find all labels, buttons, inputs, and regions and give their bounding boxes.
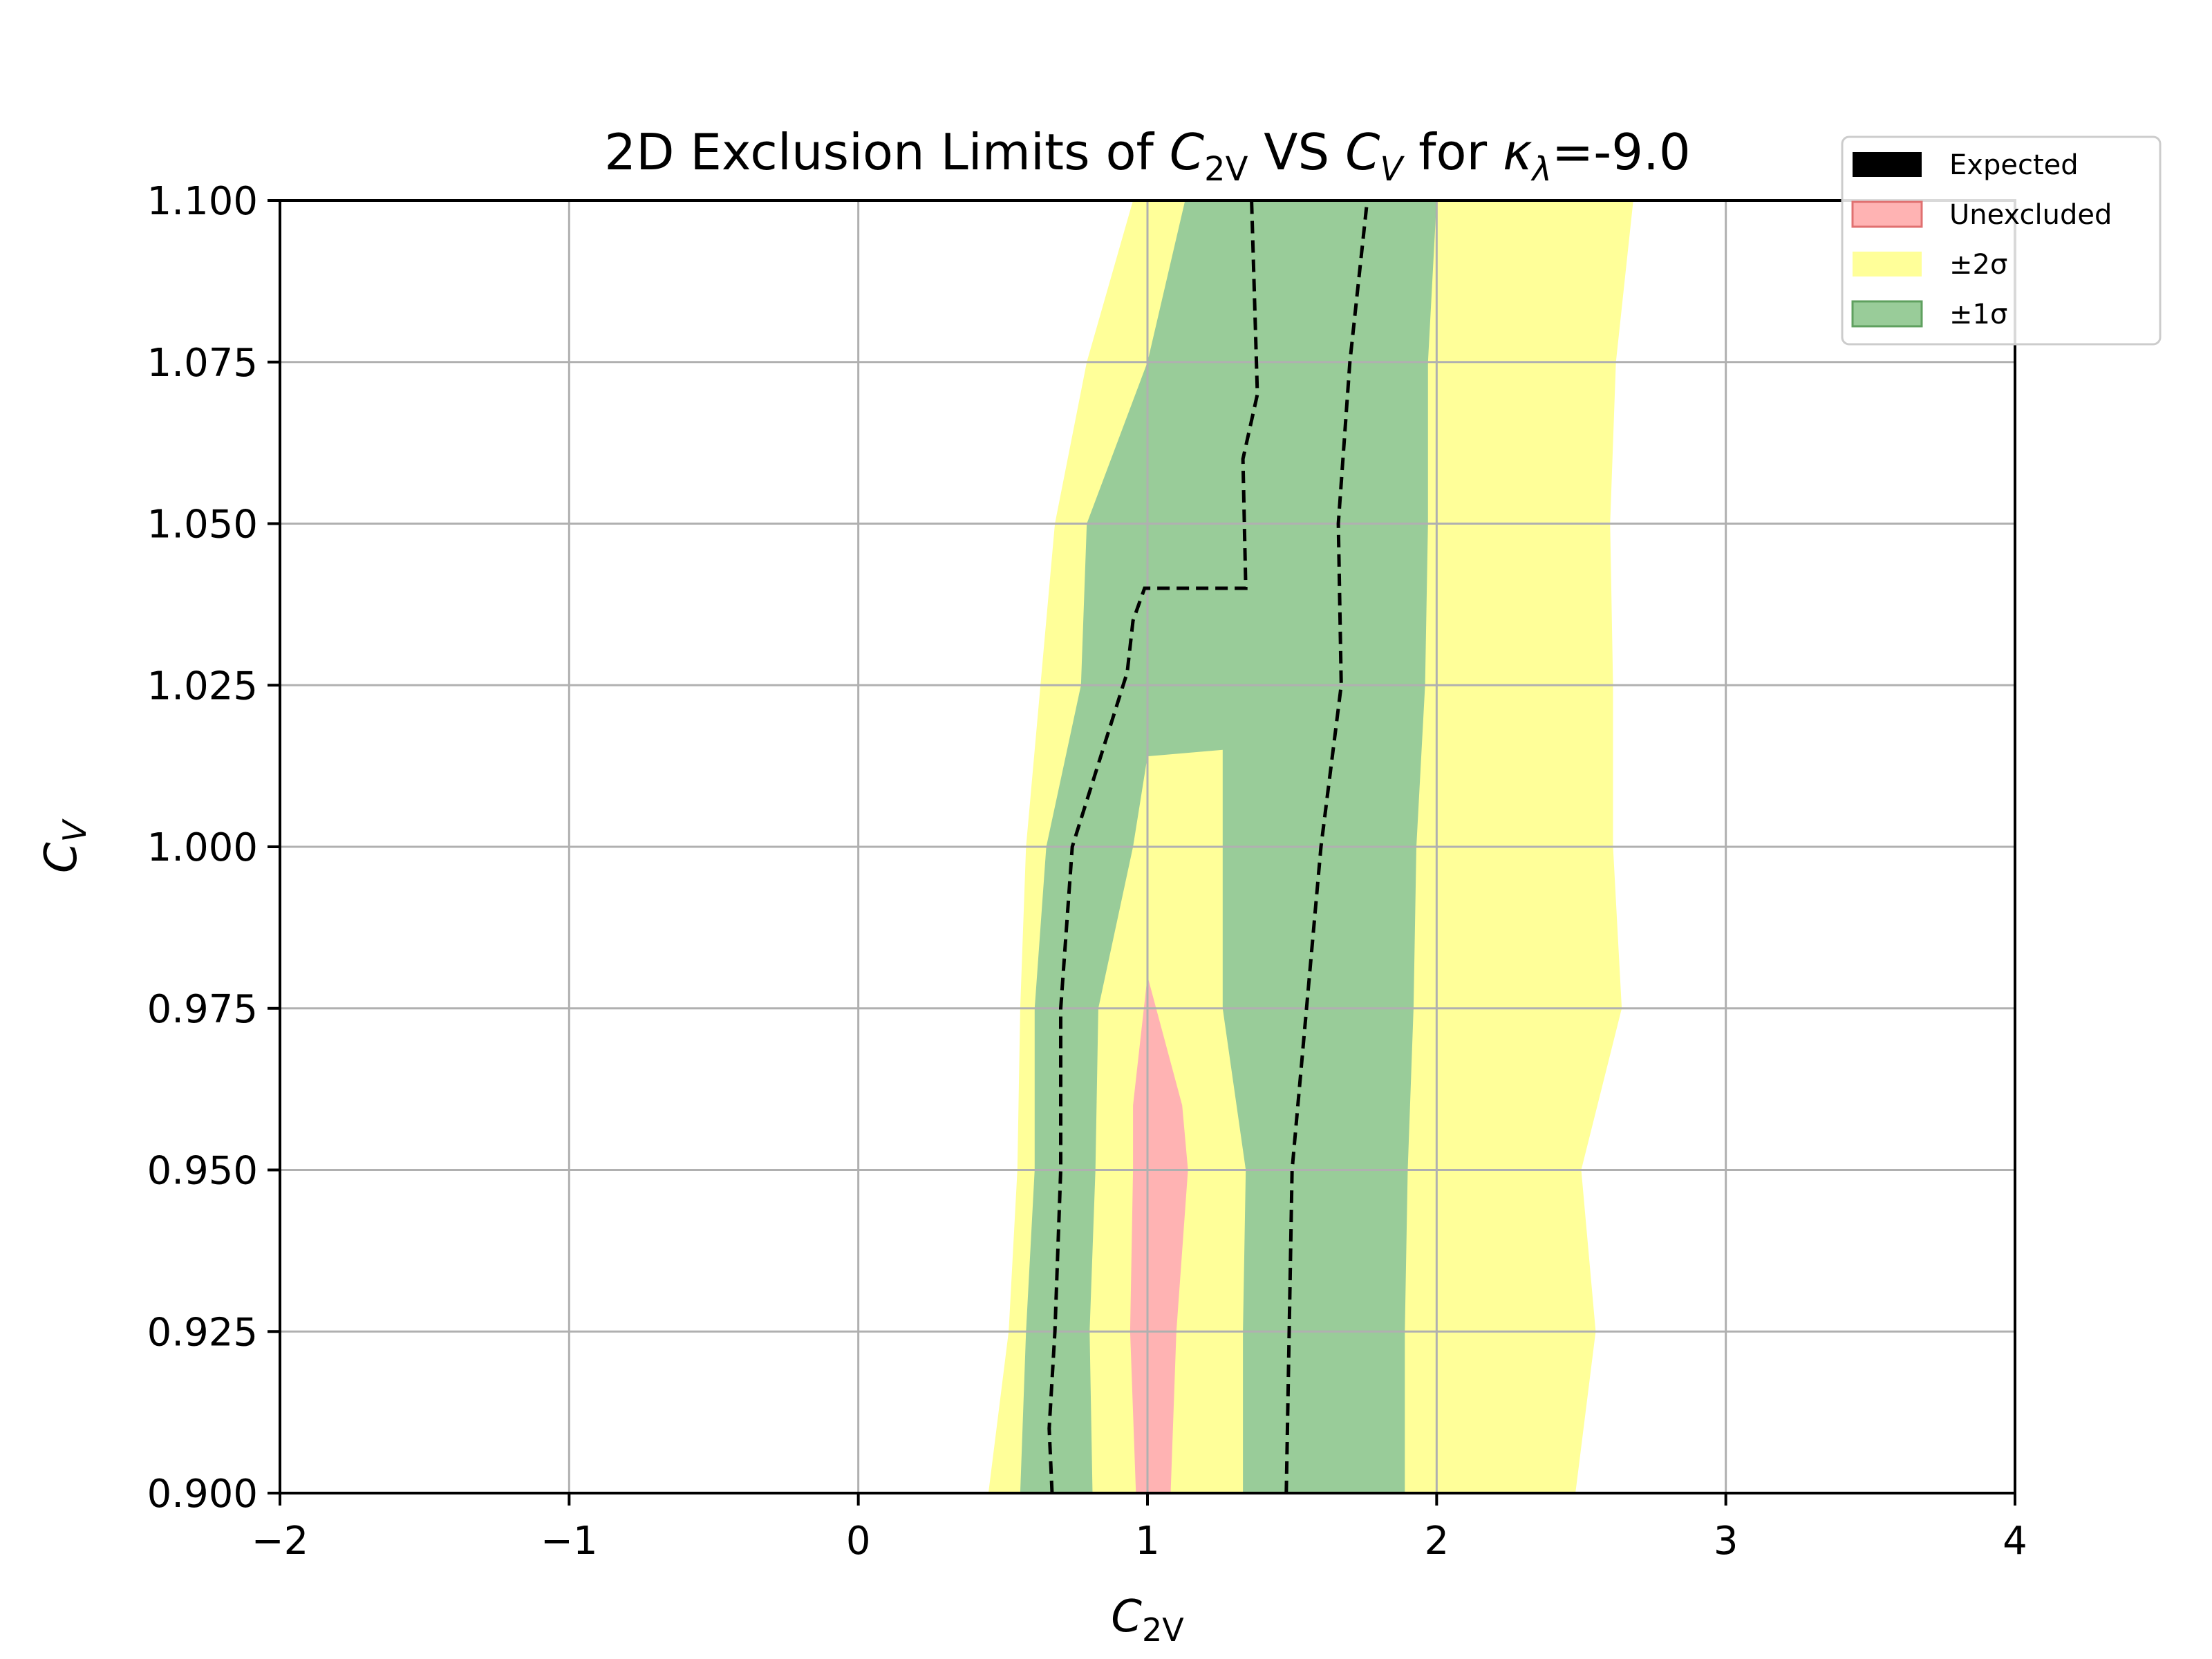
x-tick-label: 1 — [1135, 1519, 1160, 1564]
y-tick-label: 1.025 — [147, 664, 258, 709]
y-tick-label: 0.925 — [147, 1310, 258, 1355]
legend-swatch-unexcluded — [1851, 200, 1923, 228]
y-axis-label: CV — [36, 818, 93, 873]
x-tick-label: −2 — [252, 1519, 309, 1564]
x-tick-label: 2 — [1425, 1519, 1450, 1564]
chart-title: 2D Exclusion Limits of C2V VS CV for κλ=… — [604, 123, 1690, 189]
legend-swatch-two-sigma — [1853, 252, 1922, 276]
expected-contour-left — [1047, 200, 1259, 1493]
legend-frame — [1841, 135, 2162, 346]
legend-label-two-sigma: ±2σ — [1949, 249, 2007, 281]
legend-label-one-sigma: ±1σ — [1949, 299, 2007, 330]
x-tick-label: 3 — [1714, 1519, 1738, 1564]
grid — [279, 199, 2016, 1494]
y-tick-label: 1.100 — [147, 179, 258, 224]
legend-swatch-one-sigma — [1851, 300, 1923, 328]
legend-swatch-expected — [1853, 152, 1922, 177]
y-tick-label: 0.975 — [147, 987, 258, 1032]
legend-label-unexcluded: Unexcluded — [1949, 199, 2112, 231]
x-tick-label: −1 — [541, 1519, 598, 1564]
expected-contour-right — [1284, 200, 1369, 1493]
legend-label-expected: Expected — [1949, 149, 2079, 181]
unexcluded-region — [1130, 976, 1188, 1493]
x-axis-label: C2V — [1111, 1591, 1184, 1649]
y-tick-label: 1.075 — [147, 341, 258, 386]
y-tick-label: 0.900 — [147, 1472, 258, 1517]
x-axis-ticks: −2 −1 0 1 2 3 4 — [252, 1493, 2027, 1564]
y-tick-label: 1.050 — [147, 503, 258, 547]
x-tick-label: 4 — [2003, 1519, 2027, 1564]
y-tick-label: 0.950 — [147, 1149, 258, 1194]
y-axis-ticks: 0.900 0.925 0.950 0.975 1.000 1.025 1.050 1.075… — [147, 179, 280, 1517]
x-tick-label: 0 — [846, 1519, 871, 1564]
legend: Expected Unexcluded ±2σ ±1σ — [1841, 135, 2162, 346]
y-tick-label: 1.000 — [147, 825, 258, 870]
